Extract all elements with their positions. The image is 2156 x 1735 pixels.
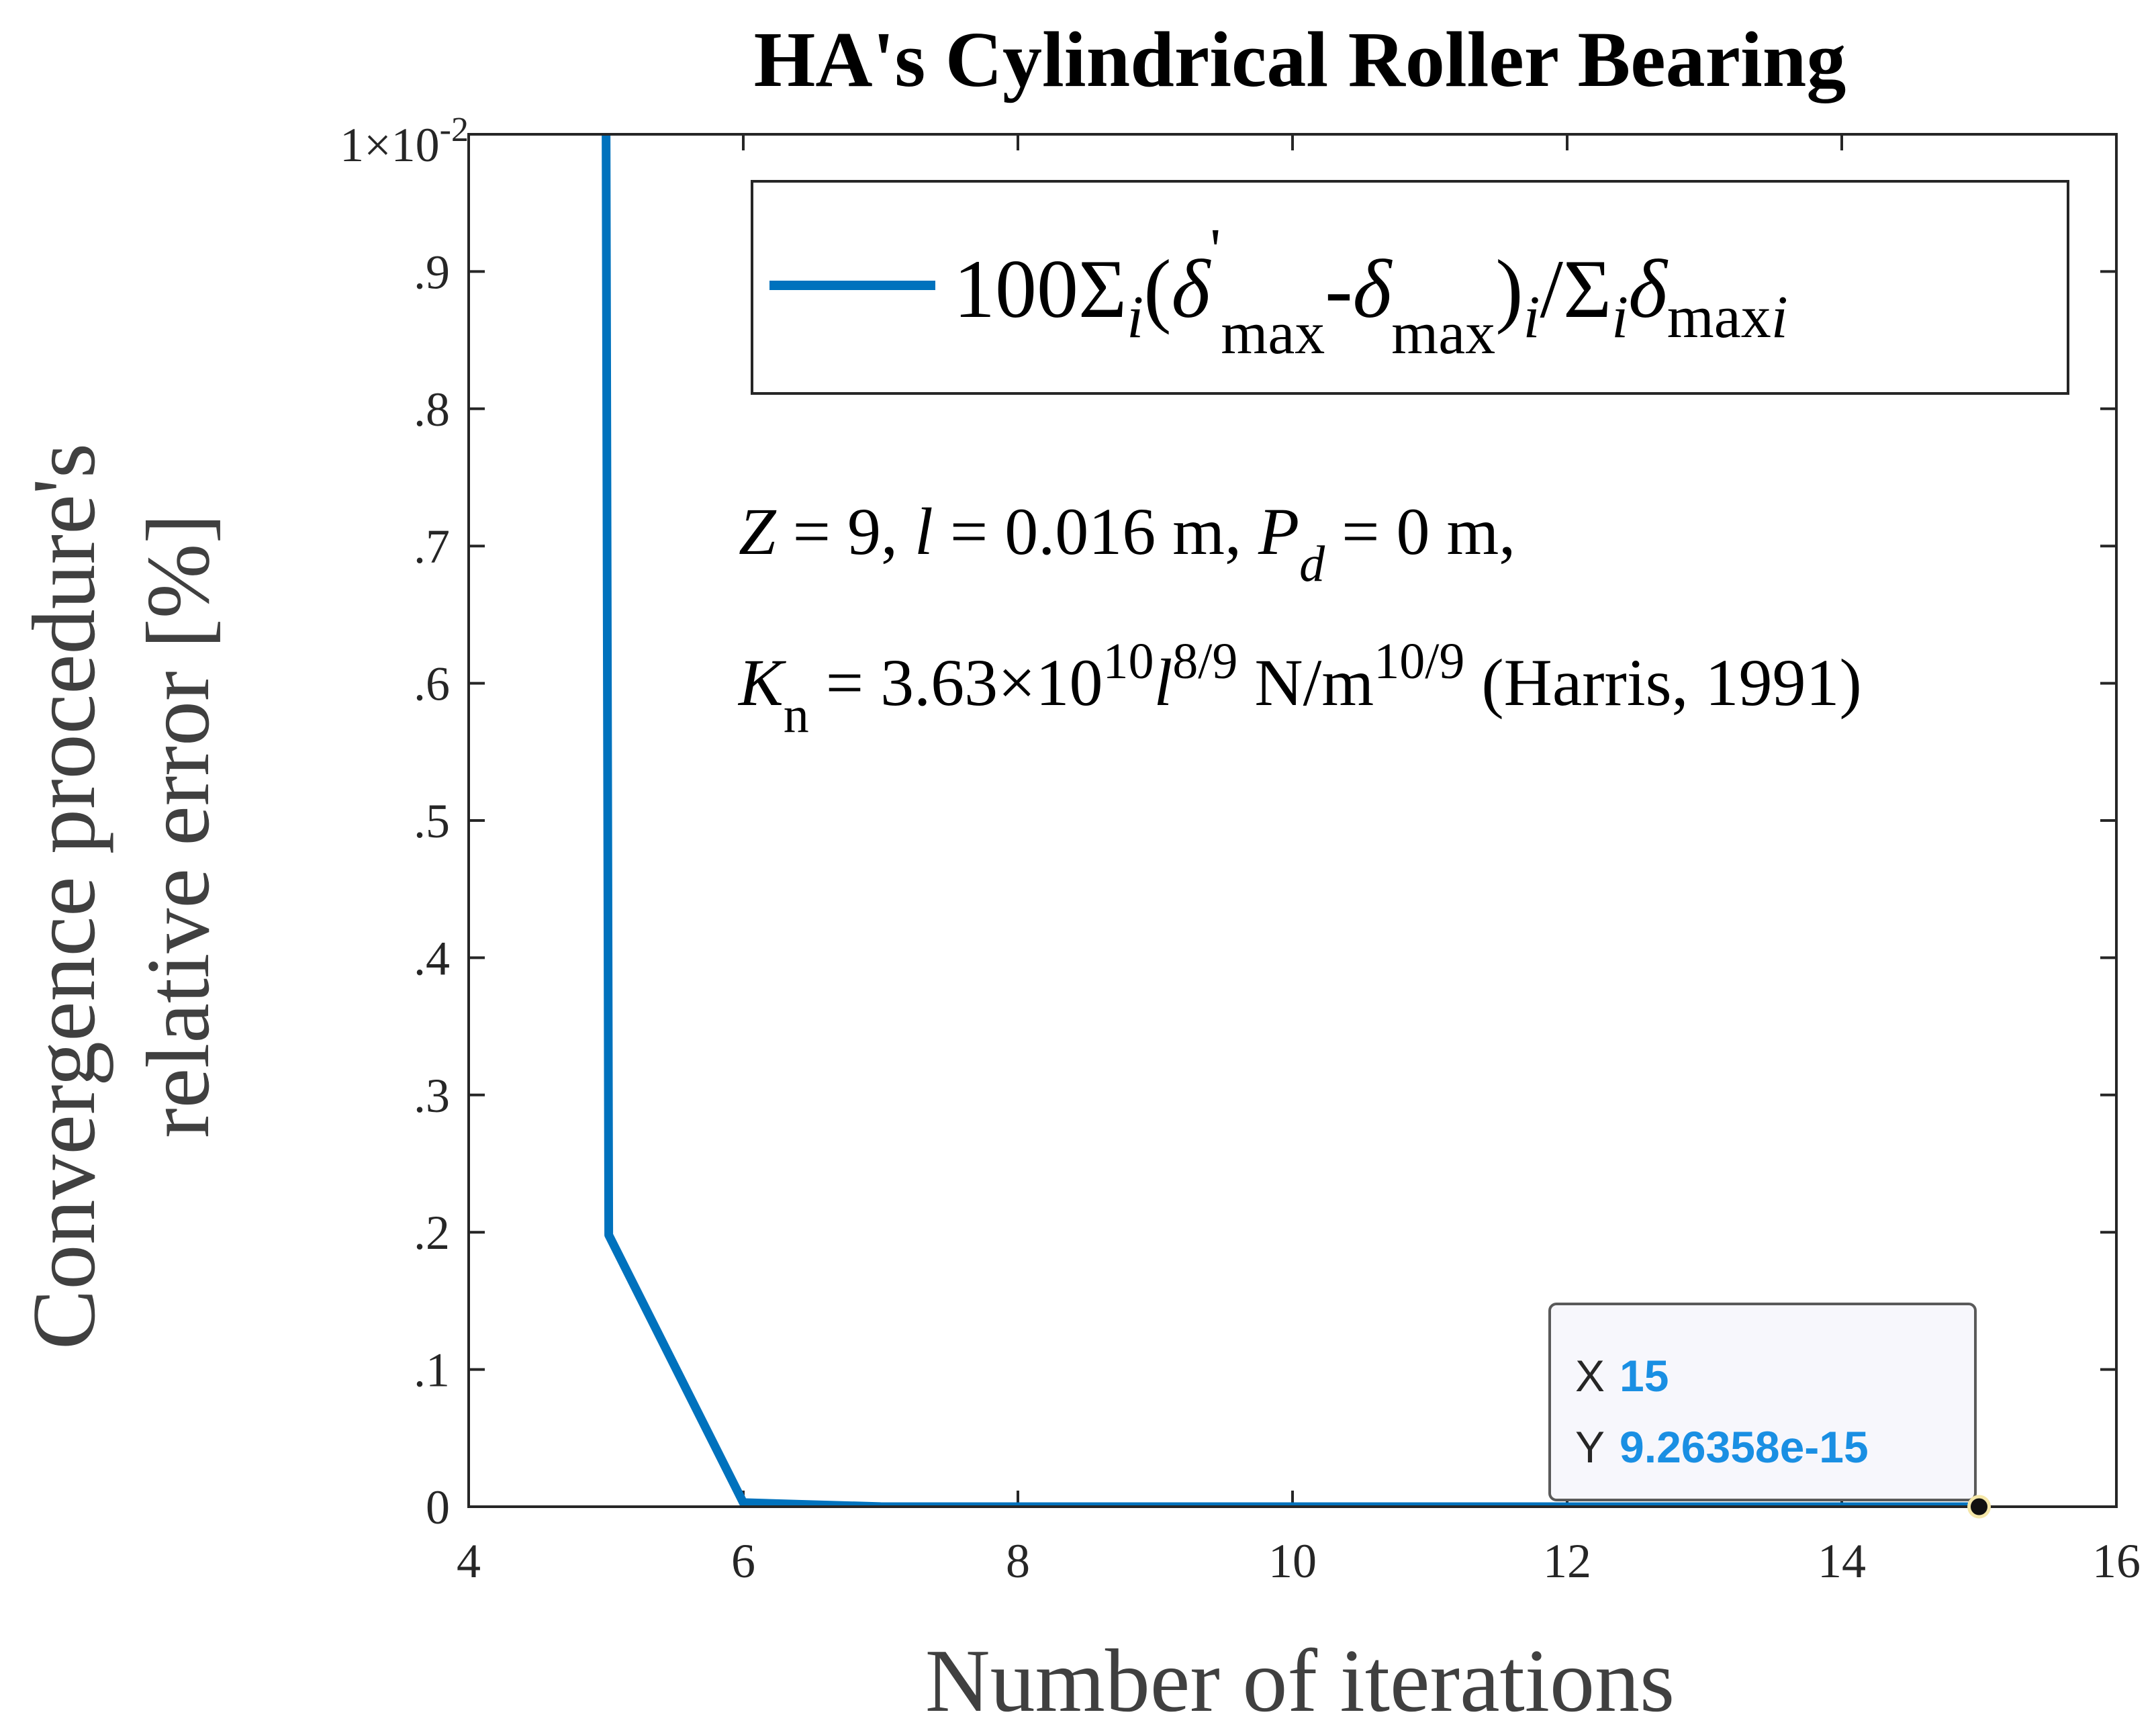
y-tick-label: .5 bbox=[414, 794, 450, 848]
series-line bbox=[602, 134, 1979, 1507]
x-tick-label: 10 bbox=[1268, 1534, 1317, 1588]
legend-entry: 100Σi(δ'max-δmax)i/Σiδmaxi bbox=[953, 217, 1788, 367]
y-axis-label-line2: relative error [%] bbox=[128, 514, 228, 1138]
y-tick-label: .3 bbox=[414, 1069, 450, 1123]
datatip-box bbox=[1548, 1303, 1977, 1501]
y-tick-label: .6 bbox=[414, 657, 450, 711]
chart-title: HA's Cylindrical Roller Bearing bbox=[754, 15, 1846, 103]
x-tick-label: 4 bbox=[457, 1534, 481, 1588]
legend: 100Σi(δ'max-δmax)i/Σiδmaxi bbox=[751, 180, 2069, 395]
datatip[interactable]: X 15 Y 9.26358e-15 bbox=[1548, 1303, 1977, 1501]
y-tick-label: .2 bbox=[414, 1206, 450, 1260]
y-axis-ticks: 0 .1 .2 .3 .4 .5 .6 .7 .8 .9 bbox=[414, 245, 2116, 1534]
y-axis-label-line1: Convergence procedure's bbox=[14, 443, 113, 1350]
y-tick-label: .7 bbox=[414, 520, 450, 573]
y-tick-label: .1 bbox=[414, 1344, 450, 1397]
y-tick-label: .9 bbox=[414, 245, 450, 299]
y-axis-exponent: 1×10-2 bbox=[340, 111, 469, 172]
annotation-line-2: Kn = 3.63×1010l8/9 N/m10/9 (Harris, 1991… bbox=[737, 633, 1862, 743]
plot-area bbox=[602, 134, 1979, 1507]
y-tick-label: .8 bbox=[414, 383, 450, 436]
x-tick-label: 8 bbox=[1006, 1534, 1030, 1588]
x-tick-label: 12 bbox=[1543, 1534, 1591, 1588]
datatip-y: Y 9.26358e-15 bbox=[1575, 1422, 1869, 1472]
annotation-line-1: Z = 9, l = 0.016 m, Pd = 0 m, bbox=[739, 494, 1515, 592]
x-axis-ticks: 4 6 8 10 12 14 16 bbox=[457, 134, 2141, 1588]
legend-box bbox=[751, 180, 2069, 395]
x-tick-label: 16 bbox=[2092, 1534, 2141, 1588]
axes-box bbox=[467, 133, 2118, 1508]
datatip-x: X 15 bbox=[1575, 1351, 1669, 1401]
x-tick-label: 6 bbox=[731, 1534, 755, 1588]
y-tick-label: .4 bbox=[414, 931, 450, 985]
x-tick-label: 14 bbox=[1818, 1534, 1866, 1588]
x-axis-label: Number of iterations bbox=[925, 1631, 1675, 1730]
datatip-marker[interactable] bbox=[1967, 1495, 1991, 1519]
y-tick-label: 0 bbox=[426, 1481, 450, 1534]
